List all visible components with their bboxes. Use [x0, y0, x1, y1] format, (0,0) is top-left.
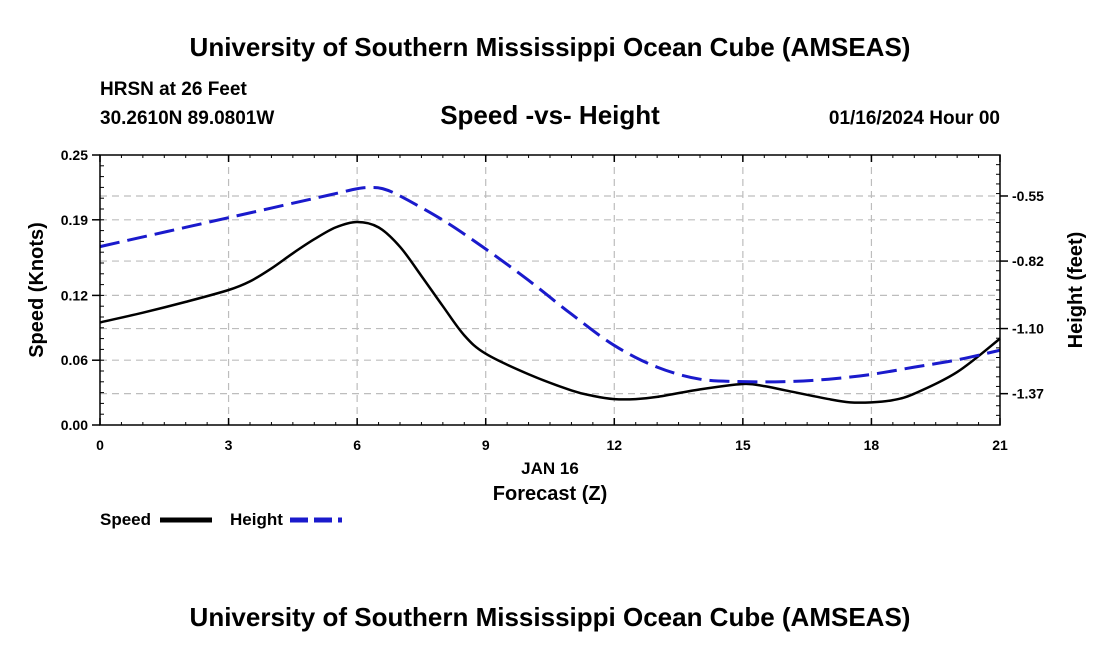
x-tick-label: 12 [606, 437, 622, 453]
y2-tick-label: -0.82 [1012, 253, 1044, 269]
x-tick-label: 21 [992, 437, 1008, 453]
y-tick-label: 0.06 [61, 352, 88, 368]
axis-ticks: 0 3 6 9 12 15 18 21 0.00 0.06 0.12 0.19 0.25 -0.55 -0.… [61, 147, 1044, 453]
legend-height-label: Height [230, 510, 283, 529]
legend-speed-label: Speed [100, 510, 151, 529]
y2-axis-label: Height (feet) [1065, 232, 1087, 349]
station-label: HRSN at 26 Feet [100, 79, 247, 100]
x-tick-label: 0 [96, 437, 104, 453]
bottom-title: University of Southern Mississippi Ocean… [190, 602, 911, 632]
y-tick-label: 0.25 [61, 147, 88, 163]
coords-label: 30.2610N 89.0801W [100, 108, 274, 129]
legend: Speed Height [100, 510, 342, 529]
chart-title: Speed -vs- Height [440, 100, 660, 130]
x-date-label: JAN 16 [521, 459, 579, 478]
x-axis-label: Forecast (Z) [493, 483, 607, 505]
series-line-speed [99, 220, 1001, 404]
x-tick-label: 9 [482, 437, 490, 453]
y2-tick-label: -1.37 [1012, 386, 1044, 402]
y2-tick-label: -1.10 [1012, 321, 1044, 337]
y-axis-label: Speed (Knots) [26, 222, 48, 358]
series-layer [99, 186, 1001, 404]
datetime-label: 01/16/2024 Hour 00 [829, 108, 1000, 129]
y-tick-label: 0.00 [61, 417, 88, 433]
y-tick-label: 0.19 [61, 212, 88, 228]
series-line-height [99, 186, 1001, 384]
grid-lines [100, 155, 1000, 425]
x-tick-label: 15 [735, 437, 751, 453]
y-tick-label: 0.12 [61, 287, 88, 303]
x-tick-label: 3 [225, 437, 233, 453]
y2-tick-label: -0.55 [1012, 188, 1044, 204]
x-tick-label: 18 [864, 437, 880, 453]
x-tick-label: 6 [353, 437, 361, 453]
top-title: University of Southern Mississippi Ocean… [190, 32, 911, 62]
